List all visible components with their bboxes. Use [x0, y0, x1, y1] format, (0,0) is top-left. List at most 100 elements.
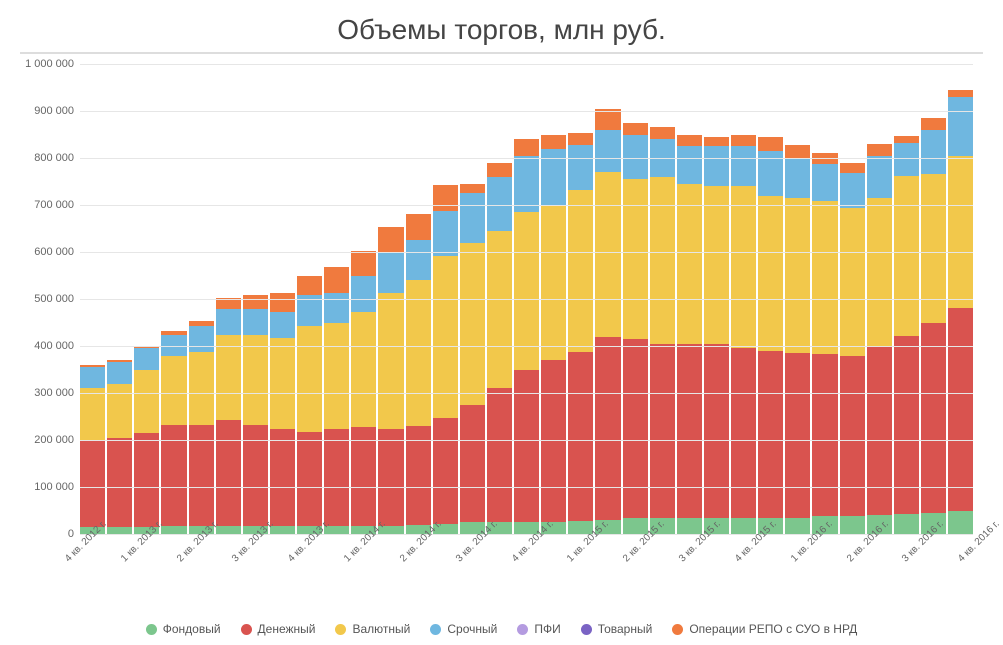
bar-segment-Валютный	[189, 352, 214, 425]
bar-segment-Денежный	[541, 360, 566, 522]
bar-column	[840, 163, 865, 534]
bar-segment-Срочный	[840, 173, 865, 208]
bar-column	[107, 360, 132, 534]
bar-segment-Денежный	[351, 427, 376, 526]
bar-column	[568, 133, 593, 534]
bar-segment-Денежный	[80, 440, 105, 527]
bar-segment-Денежный	[921, 323, 946, 513]
bar-segment-Денежный	[812, 354, 837, 516]
bar-segment-РЕПО	[948, 90, 973, 97]
bar-segment-Валютный	[270, 338, 295, 430]
bar-segment-Срочный	[243, 309, 268, 335]
bar-segment-Денежный	[433, 418, 458, 524]
bar-segment-Срочный	[107, 362, 132, 383]
bar-column	[623, 123, 648, 534]
gridline	[80, 64, 973, 65]
bar-segment-Валютный	[216, 335, 241, 420]
bar-column	[324, 267, 349, 534]
bar-segment-Фондовый	[677, 518, 702, 534]
bar-segment-Валютный	[378, 293, 403, 429]
legend-swatch	[430, 624, 441, 635]
bar-segment-Валютный	[568, 190, 593, 352]
bar-segment-РЕПО	[541, 135, 566, 149]
bar-segment-Денежный	[731, 348, 756, 517]
legend: ФондовыйДенежныйВалютныйСрочныйПФИТоварн…	[20, 622, 983, 638]
bar-segment-Срочный	[351, 276, 376, 311]
bar-segment-Денежный	[948, 308, 973, 510]
legend-label: Срочный	[447, 622, 497, 636]
bar-segment-Валютный	[840, 208, 865, 356]
bar-column	[433, 185, 458, 534]
bar-segment-РЕПО	[894, 136, 919, 143]
bar-segment-Валютный	[894, 176, 919, 336]
bar-column	[704, 137, 729, 534]
legend-label: Валютный	[352, 622, 410, 636]
bar-column	[216, 298, 241, 534]
bar-segment-РЕПО	[351, 251, 376, 277]
y-tick-label: 300 000	[34, 387, 74, 399]
bar-column	[731, 135, 756, 534]
bar-segment-Валютный	[80, 388, 105, 440]
legend-swatch	[241, 624, 252, 635]
bar-column	[297, 276, 322, 534]
bar-column	[487, 163, 512, 534]
bar-segment-Срочный	[894, 143, 919, 176]
y-tick-label: 500 000	[34, 293, 74, 305]
bar-segment-РЕПО	[921, 118, 946, 130]
bar-column	[595, 109, 620, 534]
bar-segment-Фондовый	[840, 516, 865, 534]
bar-segment-Валютный	[351, 312, 376, 427]
bar-segment-Валютный	[785, 198, 810, 353]
gridline	[80, 346, 973, 347]
bar-segment-РЕПО	[840, 163, 865, 173]
gridline	[80, 252, 973, 253]
bar-segment-Фондовый	[948, 511, 973, 535]
bar-segment-РЕПО	[758, 137, 783, 151]
bar-segment-Срочный	[189, 326, 214, 352]
bar-segment-РЕПО	[270, 293, 295, 312]
bar-column	[161, 331, 186, 534]
bar-column	[80, 365, 105, 534]
bar-segment-Денежный	[134, 433, 159, 527]
bar-segment-Срочный	[324, 293, 349, 324]
y-tick-label: 100 000	[34, 481, 74, 493]
bar-column	[650, 127, 675, 534]
gridline	[80, 393, 973, 394]
bar-segment-Денежный	[785, 353, 810, 518]
legend-label: Денежный	[258, 622, 316, 636]
bar-column	[921, 118, 946, 534]
bar-segment-Срочный	[378, 253, 403, 293]
bar-segment-РЕПО	[731, 135, 756, 147]
bar-segment-РЕПО	[704, 137, 729, 146]
y-tick-label: 200 000	[34, 434, 74, 446]
x-axis-labels: 4 кв. 2012 г.1 кв. 2013 г.2 кв. 2013 г.3…	[80, 534, 973, 594]
bar-segment-Валютный	[677, 184, 702, 344]
plot-area: 0100 000200 000300 000400 000500 000600 …	[80, 64, 973, 534]
legend-swatch	[672, 624, 683, 635]
bar-segment-РЕПО	[785, 145, 810, 158]
bar-column	[785, 145, 810, 534]
bar-segment-Валютный	[867, 198, 892, 346]
bar-segment-Валютный	[623, 179, 648, 339]
y-tick-label: 800 000	[34, 152, 74, 164]
bar-segment-Срочный	[487, 177, 512, 231]
bar-segment-РЕПО	[324, 267, 349, 293]
bar-column	[894, 136, 919, 534]
bar-segment-Фондовый	[894, 514, 919, 534]
legend-label: Операции РЕПО с СУО в НРД	[689, 622, 857, 636]
bar-segment-РЕПО	[514, 139, 539, 155]
bar-segment-Срочный	[921, 130, 946, 175]
legend-item: Валютный	[335, 622, 410, 636]
bar-segment-Валютный	[595, 172, 620, 337]
bar-column	[812, 153, 837, 534]
bar-segment-Валютный	[812, 201, 837, 354]
bar-segment-Срочный	[677, 146, 702, 184]
bar-column	[460, 184, 485, 534]
bar-column	[541, 135, 566, 534]
bar-segment-Срочный	[460, 193, 485, 242]
bar-segment-РЕПО	[487, 163, 512, 177]
bar-segment-Валютный	[297, 326, 322, 432]
bar-segment-Денежный	[378, 429, 403, 525]
gridline	[80, 111, 973, 112]
legend-item: Денежный	[241, 622, 316, 636]
